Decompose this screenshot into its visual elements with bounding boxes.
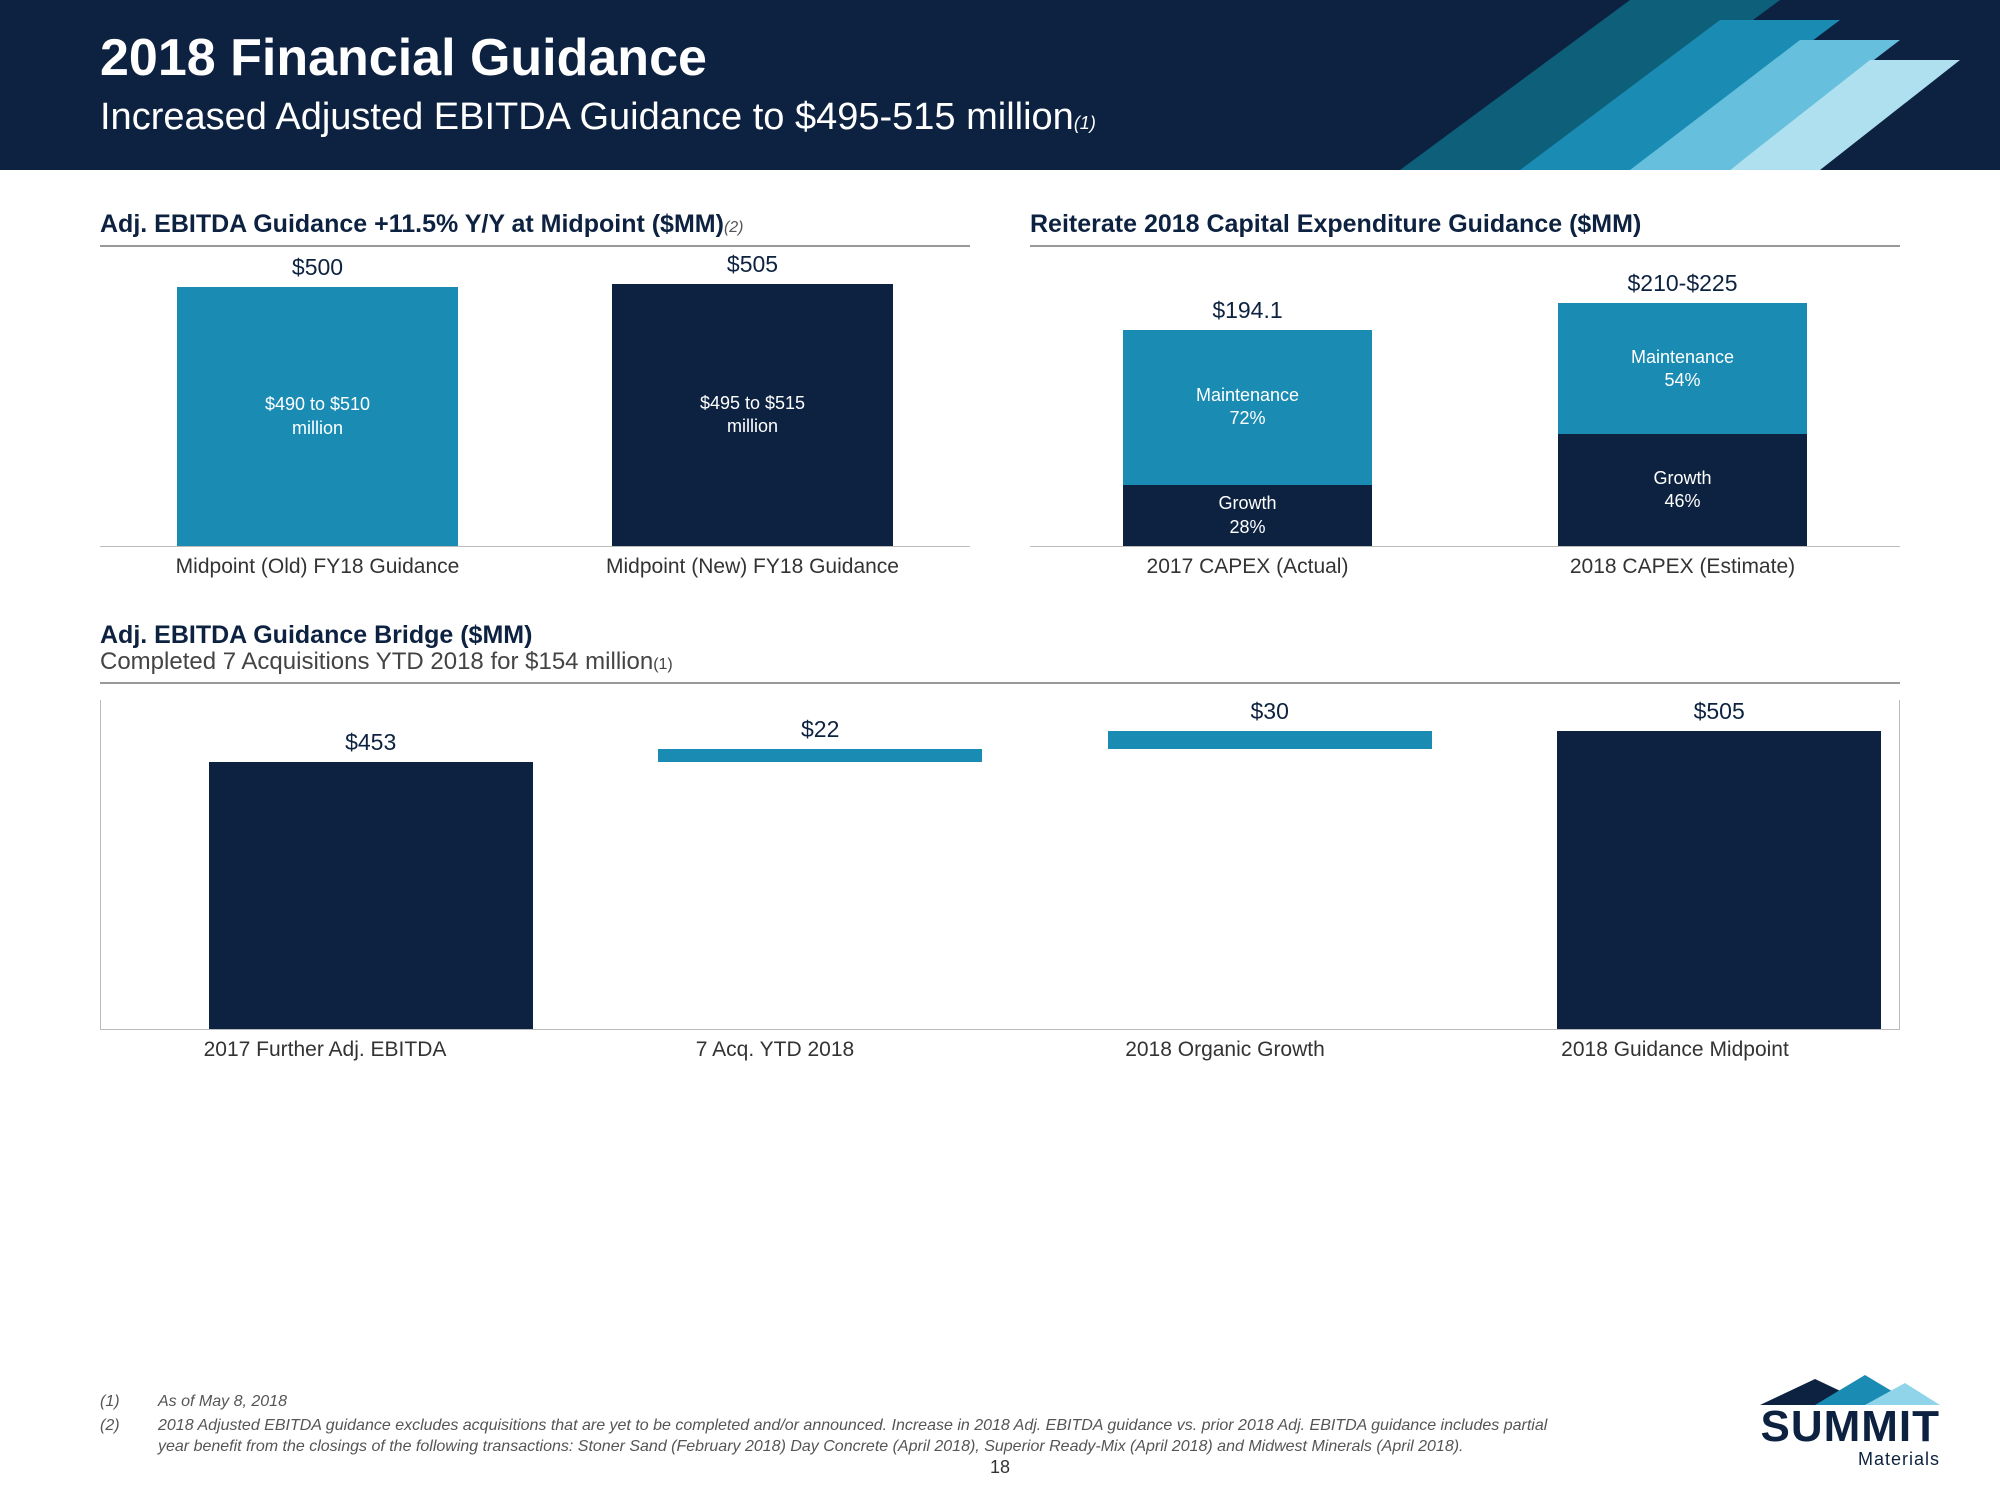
category-label: 2018 Guidance Midpoint xyxy=(1459,1038,1891,1062)
bar-segment: Growth46% xyxy=(1558,434,1806,546)
footnote-num: (2) xyxy=(100,1415,134,1458)
bar-value: $210-$225 xyxy=(1628,270,1738,297)
header-shapes-icon xyxy=(1400,0,1960,170)
bar-rect xyxy=(658,749,982,762)
category-label: 2017 Further Adj. EBITDA xyxy=(109,1038,541,1062)
summit-logo: SUMMIT Materials xyxy=(1760,1371,1940,1470)
waterfall-bar: $453 xyxy=(209,729,533,1029)
footnote-text: 2018 Adjusted EBITDA guidance excludes a… xyxy=(158,1415,1580,1458)
bar-value: $505 xyxy=(727,251,778,278)
ebitda-bar-chart: $500 $490 to $510million $505 $495 to $5… xyxy=(100,257,970,547)
bar-segment: Maintenance72% xyxy=(1123,330,1371,486)
category-label: 7 Acq. YTD 2018 xyxy=(559,1038,991,1062)
bar-rect xyxy=(1108,731,1432,749)
stacked-bar: $194.1 Maintenance72%Growth28% xyxy=(1047,297,1447,546)
bar-value: $194.1 xyxy=(1212,297,1282,324)
logo-subtext: Materials xyxy=(1760,1449,1940,1470)
capex-panel: Reiterate 2018 Capital Expenditure Guida… xyxy=(1030,210,1900,579)
capex-categories: 2017 CAPEX (Actual) 2018 CAPEX (Estimate) xyxy=(1030,555,1900,579)
footnote-row: (2) 2018 Adjusted EBITDA guidance exclud… xyxy=(100,1415,1580,1458)
stacked-bar: $210-$225 Maintenance54%Growth46% xyxy=(1482,270,1882,546)
footnote-text: As of May 8, 2018 xyxy=(158,1391,287,1413)
bar-value: $453 xyxy=(209,729,533,756)
bar-rect: Maintenance72%Growth28% xyxy=(1123,330,1371,546)
bar-rect: Maintenance54%Growth46% xyxy=(1558,303,1806,546)
category-label: 2018 CAPEX (Estimate) xyxy=(1482,555,1882,579)
logo-wordmark: SUMMIT xyxy=(1760,1405,1940,1449)
bar: $500 $490 to $510million xyxy=(117,254,517,546)
footnotes: (1) As of May 8, 2018(2) 2018 Adjusted E… xyxy=(100,1391,1580,1460)
bar-value: $22 xyxy=(658,716,982,743)
slide-header: 2018 Financial Guidance Increased Adjust… xyxy=(0,0,2000,170)
bar-rect xyxy=(209,762,533,1029)
ebitda-guidance-panel: Adj. EBITDA Guidance +11.5% Y/Y at Midpo… xyxy=(100,210,970,579)
bar-value: $505 xyxy=(1557,698,1881,725)
footnote-num: (1) xyxy=(100,1391,134,1413)
bar-segment: Maintenance54% xyxy=(1558,303,1806,434)
capex-bar-chart: $194.1 Maintenance72%Growth28%$210-$225 … xyxy=(1030,257,1900,547)
bar-value: $30 xyxy=(1108,698,1432,725)
bridge-panel: Adj. EBITDA Guidance Bridge ($MM) Comple… xyxy=(100,621,1900,1062)
ebitda-panel-title: Adj. EBITDA Guidance +11.5% Y/Y at Midpo… xyxy=(100,210,970,247)
bar-range: $490 to $510million xyxy=(265,393,370,440)
waterfall-bar: $505 xyxy=(1557,698,1881,1029)
category-label: Midpoint (New) FY18 Guidance xyxy=(552,555,952,579)
bar-value: $500 xyxy=(292,254,343,281)
category-label: Midpoint (Old) FY18 Guidance xyxy=(117,555,517,579)
bar-rect: $495 to $515million xyxy=(612,284,892,546)
bridge-subtitle: Completed 7 Acquisitions YTD 2018 for $1… xyxy=(100,648,1900,684)
bridge-title: Adj. EBITDA Guidance Bridge ($MM) xyxy=(100,621,1900,650)
capex-panel-title: Reiterate 2018 Capital Expenditure Guida… xyxy=(1030,210,1900,247)
bar-rect xyxy=(1557,731,1881,1029)
bar-range: $495 to $515million xyxy=(700,392,805,439)
category-label: 2018 Organic Growth xyxy=(1009,1038,1441,1062)
bar-segment: Growth28% xyxy=(1123,485,1371,546)
footnote-row: (1) As of May 8, 2018 xyxy=(100,1391,1580,1413)
bridge-waterfall-chart: $453 $22 $30 $505 xyxy=(100,700,1900,1030)
ebitda-categories: Midpoint (Old) FY18 Guidance Midpoint (Ne… xyxy=(100,555,970,579)
bar: $505 $495 to $515million xyxy=(552,251,952,546)
bar-rect: $490 to $510million xyxy=(177,287,457,546)
category-label: 2017 CAPEX (Actual) xyxy=(1047,555,1447,579)
page-number: 18 xyxy=(990,1457,1010,1478)
waterfall-bar: $30 xyxy=(1108,698,1432,749)
waterfall-bar: $22 xyxy=(658,716,982,762)
bridge-categories: 2017 Further Adj. EBITDA 7 Acq. YTD 2018 2… xyxy=(100,1038,1900,1062)
